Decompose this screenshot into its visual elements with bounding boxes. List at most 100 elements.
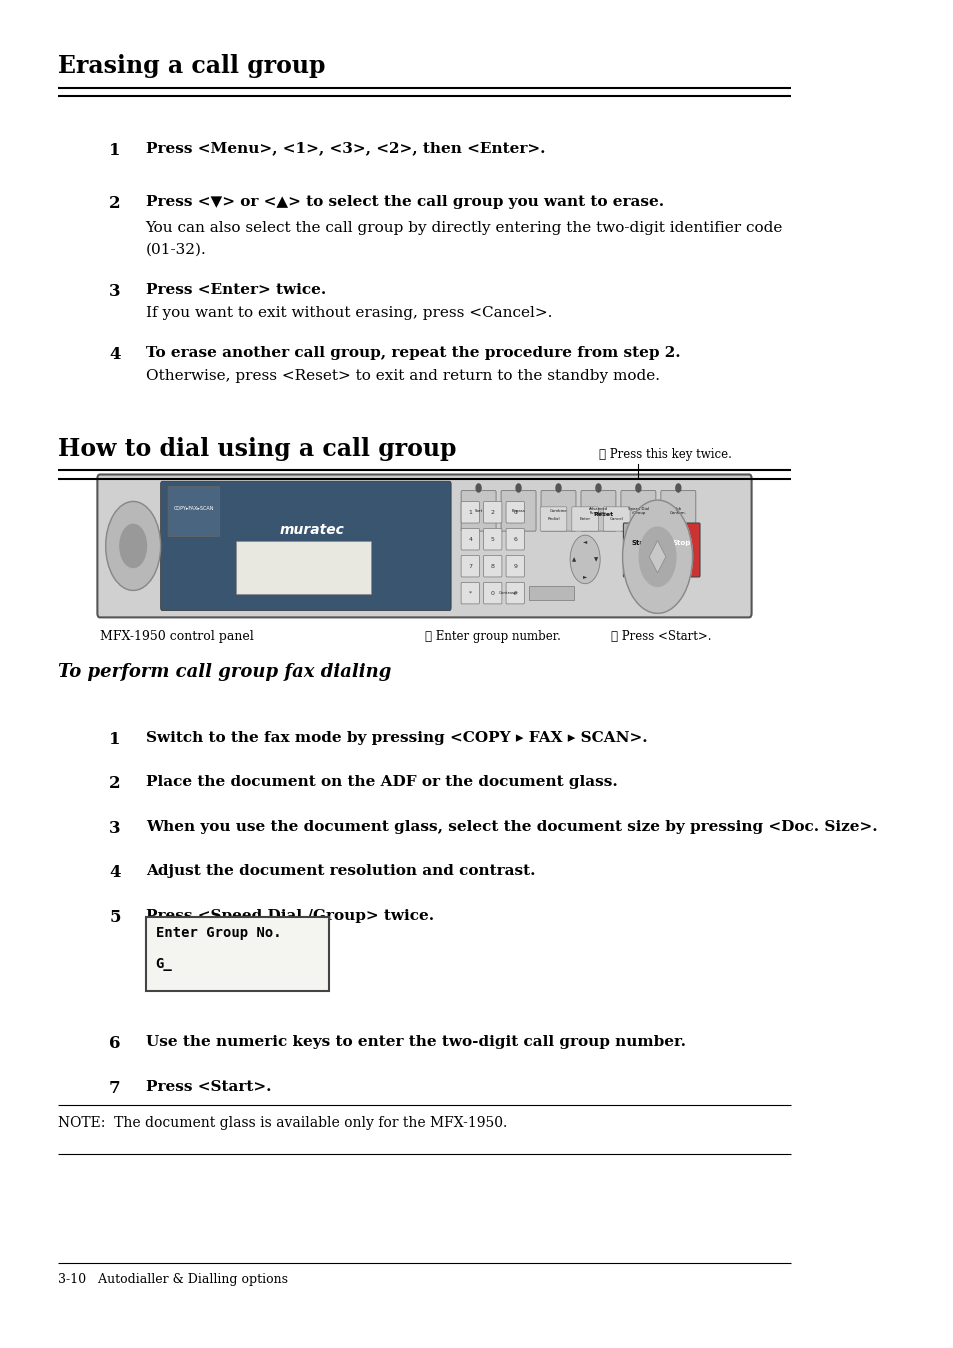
Text: 5: 5 [490, 537, 495, 542]
Circle shape [120, 524, 147, 568]
Circle shape [639, 527, 675, 586]
Text: *: * [468, 590, 472, 596]
Text: ◄: ◄ [582, 539, 587, 545]
Text: 4: 4 [468, 537, 472, 542]
Text: If you want to exit without erasing, press <Cancel>.: If you want to exit without erasing, pre… [146, 306, 552, 319]
FancyBboxPatch shape [662, 523, 700, 577]
Text: Otherwise, press <Reset> to exit and return to the standby mode.: Otherwise, press <Reset> to exit and ret… [146, 369, 659, 383]
Circle shape [675, 484, 680, 492]
Text: 0: 0 [490, 590, 495, 596]
Text: (01-32).: (01-32). [146, 243, 206, 256]
Text: Enter: Enter [579, 518, 590, 520]
Text: 2: 2 [109, 195, 121, 213]
FancyBboxPatch shape [622, 523, 659, 577]
Text: #: # [512, 590, 517, 596]
Text: Adjust the document resolution and contrast.: Adjust the document resolution and contr… [146, 864, 535, 878]
Text: 5: 5 [109, 909, 121, 926]
FancyBboxPatch shape [460, 501, 479, 523]
Text: To erase another call group, repeat the procedure from step 2.: To erase another call group, repeat the … [146, 346, 679, 360]
FancyBboxPatch shape [620, 491, 656, 531]
FancyBboxPatch shape [483, 528, 501, 550]
FancyBboxPatch shape [528, 586, 574, 600]
Text: Contrast: Contrast [497, 592, 516, 594]
FancyBboxPatch shape [539, 507, 566, 531]
Text: ▲: ▲ [572, 557, 576, 562]
Text: MFX-1950 control panel: MFX-1950 control panel [100, 630, 253, 643]
Text: Press <Start>.: Press <Start>. [146, 1080, 271, 1093]
Text: 3: 3 [109, 820, 121, 837]
Text: Enter Group No.: Enter Group No. [155, 926, 281, 940]
Text: Advanced
Function: Advanced Function [588, 507, 607, 515]
Circle shape [596, 484, 600, 492]
Circle shape [476, 484, 480, 492]
Text: You can also select the call group by directly entering the two-digit identifier: You can also select the call group by di… [146, 221, 782, 235]
Text: 9: 9 [513, 563, 517, 569]
FancyBboxPatch shape [460, 491, 496, 531]
Text: 3: 3 [109, 283, 121, 301]
Text: Speed Dial
/Group: Speed Dial /Group [627, 507, 648, 515]
Text: 3: 3 [513, 510, 517, 515]
FancyBboxPatch shape [460, 582, 479, 604]
Text: G_: G_ [155, 957, 172, 971]
Text: COPY▸FAX▸SCAN: COPY▸FAX▸SCAN [173, 506, 214, 511]
Text: Combine: Combine [549, 510, 567, 512]
FancyBboxPatch shape [236, 541, 371, 594]
Text: To perform call group fax dialing: To perform call group fax dialing [58, 663, 392, 681]
FancyBboxPatch shape [505, 501, 524, 523]
Text: Reset: Reset [593, 512, 613, 518]
FancyBboxPatch shape [483, 582, 501, 604]
Text: 1: 1 [109, 731, 121, 748]
Text: 1: 1 [468, 510, 472, 515]
FancyBboxPatch shape [660, 491, 695, 531]
FancyBboxPatch shape [97, 474, 751, 617]
FancyBboxPatch shape [500, 491, 536, 531]
Text: 4: 4 [109, 346, 121, 364]
FancyBboxPatch shape [603, 507, 629, 531]
Text: Start: Start [631, 541, 651, 546]
Text: Press <▼> or <▲> to select the call group you want to erase.: Press <▼> or <▲> to select the call grou… [146, 195, 663, 209]
Text: Erasing a call group: Erasing a call group [58, 54, 325, 78]
Text: Bypass: Bypass [511, 510, 525, 512]
FancyBboxPatch shape [460, 555, 479, 577]
Text: 6: 6 [513, 537, 517, 542]
Text: muratec: muratec [279, 523, 344, 537]
Text: Job
Confirm.: Job Confirm. [669, 507, 686, 515]
Text: ② Enter group number.: ② Enter group number. [424, 630, 560, 643]
Text: When you use the document glass, select the document size by pressing <Doc. Size: When you use the document glass, select … [146, 820, 877, 833]
Text: 7: 7 [109, 1080, 121, 1097]
Text: 7: 7 [468, 563, 472, 569]
Text: ① Press this key twice.: ① Press this key twice. [598, 448, 731, 461]
FancyBboxPatch shape [571, 507, 598, 531]
FancyBboxPatch shape [483, 501, 501, 523]
Circle shape [516, 484, 520, 492]
Circle shape [622, 500, 692, 613]
Text: 1: 1 [109, 142, 121, 159]
FancyBboxPatch shape [505, 555, 524, 577]
FancyBboxPatch shape [505, 582, 524, 604]
Circle shape [106, 501, 160, 590]
FancyBboxPatch shape [483, 555, 501, 577]
Text: 2: 2 [490, 510, 495, 515]
Text: NOTE:  The document glass is available only for the MFX-1950.: NOTE: The document glass is available on… [58, 1116, 507, 1130]
Text: 2: 2 [109, 775, 121, 793]
Text: Use the numeric keys to enter the two-digit call group number.: Use the numeric keys to enter the two-di… [146, 1035, 685, 1049]
FancyBboxPatch shape [540, 491, 576, 531]
FancyBboxPatch shape [505, 528, 524, 550]
Text: Press <Speed Dial /Group> twice.: Press <Speed Dial /Group> twice. [146, 909, 434, 922]
FancyBboxPatch shape [580, 491, 616, 531]
Text: ►: ► [582, 574, 587, 580]
Text: Redial: Redial [547, 518, 559, 520]
Text: Press <Enter> twice.: Press <Enter> twice. [146, 283, 326, 297]
Text: Stop: Stop [672, 541, 690, 546]
Text: 6: 6 [109, 1035, 121, 1053]
Polygon shape [649, 541, 665, 573]
FancyBboxPatch shape [460, 528, 479, 550]
Text: Sort: Sort [474, 510, 482, 512]
FancyBboxPatch shape [168, 487, 219, 537]
Text: Cancel: Cancel [609, 518, 623, 520]
Text: 4: 4 [109, 864, 121, 882]
Circle shape [570, 535, 599, 584]
Text: Switch to the fax mode by pressing <COPY ▸ FAX ▸ SCAN>.: Switch to the fax mode by pressing <COPY… [146, 731, 646, 744]
Text: Press <Menu>, <1>, <3>, <2>, then <Enter>.: Press <Menu>, <1>, <3>, <2>, then <Enter… [146, 142, 544, 155]
Circle shape [556, 484, 560, 492]
